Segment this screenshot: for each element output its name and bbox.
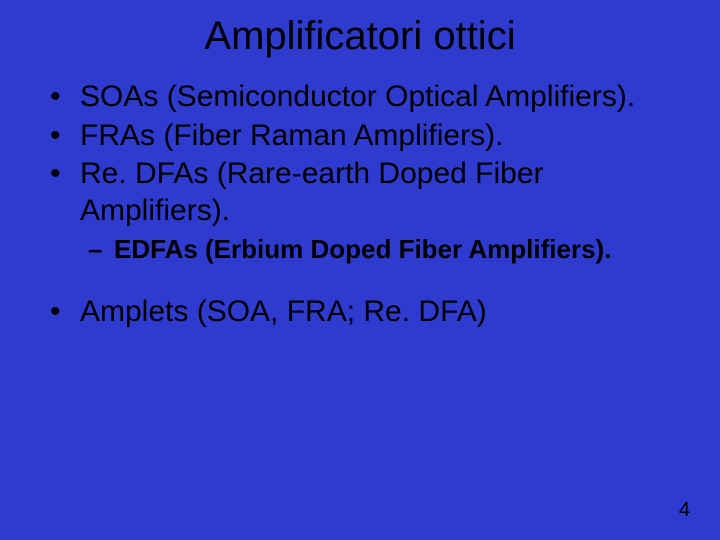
list-item: Amplets (SOA, FRA; Re. DFA) <box>36 294 690 331</box>
slide-title: Amplificatori ottici <box>0 0 720 79</box>
list-item: SOAs (Semiconductor Optical Amplifiers). <box>36 79 690 116</box>
slide: Amplificatori ottici SOAs (Semiconductor… <box>0 0 720 540</box>
list-item: EDFAs (Erbium Doped Fiber Amplifiers). <box>36 233 690 266</box>
list-item: Re. DFAs (Rare-earth Doped Fiber Amplifi… <box>36 156 690 229</box>
bullet-list-level1-after: Amplets (SOA, FRA; Re. DFA) <box>36 294 690 331</box>
bullet-list-level2: EDFAs (Erbium Doped Fiber Amplifiers). <box>36 233 690 266</box>
slide-content: SOAs (Semiconductor Optical Amplifiers).… <box>0 79 720 330</box>
bullet-list-level1: SOAs (Semiconductor Optical Amplifiers).… <box>36 79 690 229</box>
list-item: FRAs (Fiber Raman Amplifiers). <box>36 118 690 155</box>
page-number: 4 <box>679 499 690 522</box>
